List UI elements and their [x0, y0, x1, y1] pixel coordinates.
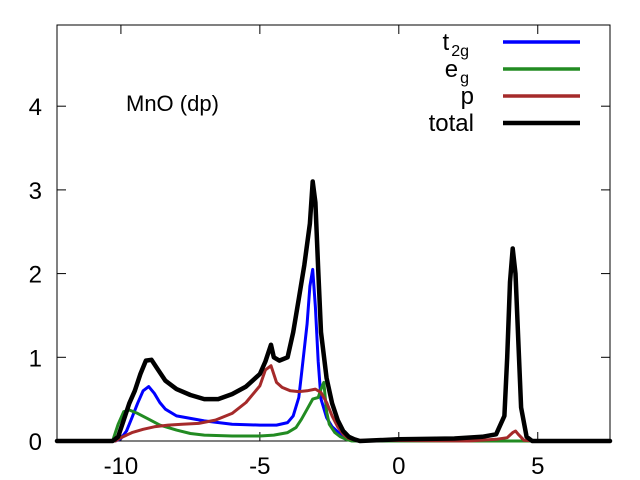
chart-title: MnO (dp) [126, 91, 219, 116]
y-tick-label: 0 [29, 429, 42, 456]
y-tick-label: 4 [29, 94, 42, 121]
legend-label-main: t [443, 29, 450, 56]
legend-label-total: total [429, 110, 474, 137]
legend-label-main: total [429, 110, 474, 137]
y-tick-label: 2 [29, 262, 42, 289]
series-line-eg [55, 380, 612, 443]
legend-label-subscript: g [460, 70, 469, 87]
legend-label-p: p [461, 83, 474, 110]
x-tick-label: 5 [531, 453, 544, 480]
x-tick-label: -5 [249, 453, 270, 480]
series-layer [54, 179, 613, 444]
legend-label-t2g: t 2g [443, 29, 469, 60]
legend-label-subscript: 2g [451, 43, 469, 60]
x-tick-label: 0 [392, 453, 405, 480]
y-tick-label: 1 [29, 345, 42, 372]
x-tick-label: -10 [104, 453, 139, 480]
plot-area-frame [56, 24, 611, 442]
y-tick-label: 3 [29, 178, 42, 205]
series-line-total [54, 179, 613, 444]
legend-label-main: e [445, 56, 458, 83]
axis-ticks: -10 -5 0 5 0 1 2 3 4 [29, 25, 610, 480]
legend-label-main: p [461, 83, 474, 110]
series-line-p [55, 364, 612, 443]
